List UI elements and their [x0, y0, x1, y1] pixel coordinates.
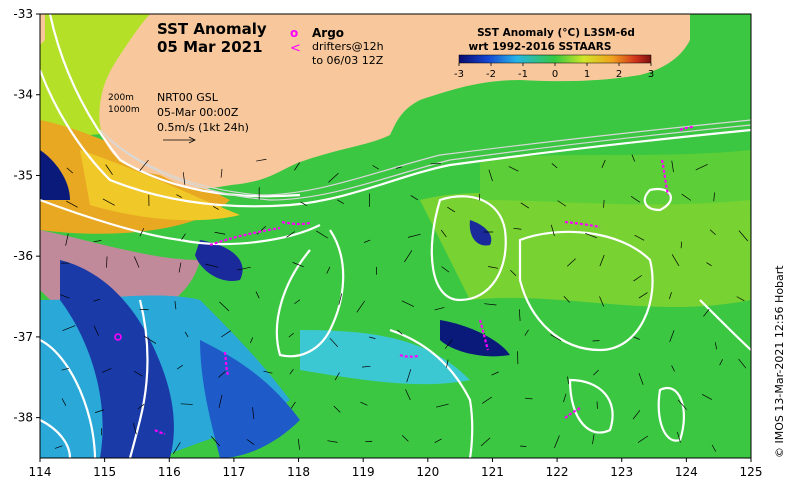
x-tick-label: 123	[610, 465, 633, 479]
time-label: 05-Mar 00:00Z	[157, 106, 239, 119]
current-vector	[754, 338, 756, 345]
x-tick-label: 120	[416, 465, 439, 479]
colorbar-tick-label: -1	[518, 69, 528, 80]
plot-area	[40, 14, 765, 458]
y-tick-label: -36	[13, 249, 33, 263]
x-tick-label: 117	[222, 465, 245, 479]
colorbar-tick-label: -3	[454, 69, 464, 80]
y-tick-label: -38	[13, 411, 33, 425]
colorbar	[459, 55, 651, 63]
x-tick-label: 119	[352, 465, 375, 479]
colorbar-tick-label: 0	[552, 69, 558, 80]
drifter-label-2: to 06/03 12Z	[312, 54, 384, 67]
credit-text: © IMOS 13-Mar-2021 12:56 Hobart	[773, 265, 786, 458]
current-vector	[755, 204, 765, 211]
current-vector	[753, 275, 758, 286]
anomaly-band	[480, 150, 751, 204]
colorbar-subtitle: wrt 1992-2016 SSTAARS	[469, 41, 612, 53]
y-tick-label: -33	[13, 7, 33, 21]
x-tick-label: 125	[740, 465, 763, 479]
current-vector	[756, 430, 759, 439]
argo-label: Argo	[312, 26, 344, 40]
x-tick-label: 114	[29, 465, 52, 479]
x-tick-label: 118	[287, 465, 310, 479]
x-tick-label: 122	[546, 465, 569, 479]
y-tick-label: -34	[13, 88, 33, 102]
colorbar-tick-label: -2	[486, 69, 496, 80]
colorbar-title: SST Anomaly (°C) L3SM-6d	[477, 27, 635, 39]
drifter-label: drifters@12h	[312, 40, 384, 53]
y-tick-label: -37	[13, 330, 33, 344]
land-southwest	[40, 14, 45, 45]
y-tick-label: -35	[13, 168, 33, 182]
depth-1000m-label: 1000m	[108, 105, 140, 115]
x-axis: 114 115 116 117 118 119 120 121 122 123 124 125	[29, 458, 763, 479]
colorbar-tick-label: 2	[616, 69, 622, 80]
x-tick-label: 115	[93, 465, 116, 479]
product-label: NRT00 GSL	[157, 91, 219, 104]
current-vector	[752, 402, 755, 409]
y-axis: -33 -34 -35 -36 -37 -38	[13, 7, 40, 425]
speed-label: 0.5m/s (1kt 24h)	[157, 121, 249, 134]
argo-symbol: o	[290, 26, 298, 40]
colorbar-tick-label: 1	[584, 69, 590, 80]
x-tick-label: 116	[158, 465, 181, 479]
x-tick-label: 124	[675, 465, 698, 479]
x-tick-label: 121	[481, 465, 504, 479]
drifter-symbol: <	[290, 41, 301, 56]
colorbar-tick-label: 3	[648, 69, 654, 80]
map-title: SST Anomaly	[157, 20, 267, 38]
map-date: 05 Mar 2021	[157, 38, 263, 56]
current-vector	[751, 154, 755, 165]
depth-200m-label: 200m	[108, 93, 134, 103]
anomaly-warm-patch	[420, 190, 751, 307]
